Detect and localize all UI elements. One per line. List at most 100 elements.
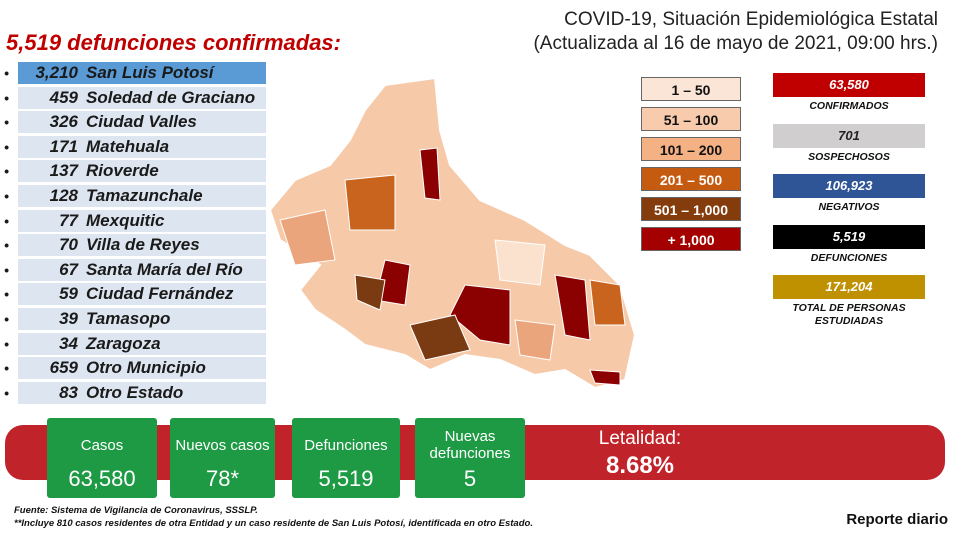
municipality: Rioverde [86,161,159,181]
death-row: • 59 Ciudad Fernández [0,283,270,306]
municipality: Otro Municipio [86,358,206,378]
letalidad-value: 8.68% [605,452,675,479]
row-background [18,86,266,109]
map-region [279,209,336,266]
legend-item: 1 – 50 [641,77,741,101]
map-region [409,314,471,361]
state-map [268,76,637,390]
box-value: 5,519 [318,466,374,491]
row-background [18,381,266,404]
death-count: 459 [49,87,78,107]
map-region [494,239,546,286]
box-label: Nuevos casos [175,436,270,454]
bullet: • [4,138,9,155]
map-outline [268,76,637,390]
footer: Fuente: Sistema de Vigilancia de Coronav… [14,504,533,530]
map-region [354,274,386,311]
death-count: 39 [59,309,78,328]
row-background [18,283,266,306]
bullet: • [4,311,9,327]
bullet: • [4,188,9,204]
box-label: Defunciones [304,436,388,454]
municipality: Ciudad Valles [86,112,197,132]
bullet: • [4,237,9,254]
bullet: • [4,89,9,106]
death-count: 83 [59,382,78,402]
bullet: • [4,384,9,401]
municipality: San Luis Potosí [86,63,214,82]
row-background [18,135,266,158]
stat-label: DEFUNCIONES [810,251,888,264]
row-background [18,234,266,257]
legend-item: 201 – 500 [641,167,741,191]
stat-label: CONFIRMADOS [809,100,889,112]
deaths-title: 5,519 defunciones confirmadas: [6,30,341,55]
death-row: • 70 Villa de Reyes [0,234,270,257]
death-row: • 459 Soledad de Graciano [0,86,270,109]
death-row: • 137 Rioverde [0,160,270,183]
summary-box: Casos 63,580 [47,418,157,498]
bullet: • [4,114,9,131]
map-region [344,174,396,231]
stat-label: TOTAL DE PERSONAS ESTUDIADAS [792,302,906,327]
report-label: Reporte diario [846,511,948,528]
header-subtitle: (Actualizada al 16 de mayo de 2021, 09:0… [533,33,938,54]
row-background [18,332,266,355]
box-value: 5 [463,466,477,491]
bullet: • [4,286,9,303]
row-background [18,258,266,281]
row-background [18,185,266,207]
legend-item: + 1,000 [641,227,741,251]
legend-item: 501 – 1,000 [641,197,741,221]
municipality: Mexquitic [86,210,165,230]
stat-value: 106,923 [773,174,925,198]
municipality: Tamazunchale [86,186,203,205]
legend-item: 51 – 100 [641,107,741,131]
row-background [18,308,266,330]
map-region [554,274,591,341]
legend-item: 101 – 200 [641,137,741,161]
stat-value: 701 [773,123,925,148]
map-region [589,279,626,326]
death-count: 34 [59,333,78,353]
summary-box: Nuevas defunciones 5 [415,418,525,498]
death-count: 137 [49,161,78,181]
municipality: Villa de Reyes [86,235,200,255]
municipality: Soledad de Graciano [86,87,256,107]
death-row: • 39 Tamasopo [0,308,270,330]
death-count: 70 [59,235,78,255]
death-count: 171 [49,136,78,156]
death-row: • 34 Zaragoza [0,332,270,355]
bullet: • [4,65,9,81]
death-row: • 659 Otro Municipio [0,357,270,380]
municipality: Zaragoza [86,333,161,353]
municipality: Santa María del Río [86,259,243,279]
header-title: COVID-19, Situación Epidemiológica Estat… [564,9,938,30]
bullet: • [4,360,9,377]
death-count: 67 [59,259,78,279]
municipality: Matehuala [86,136,170,156]
map-region [589,369,621,386]
note: **Incluye 810 casos residentes de otra E… [14,518,533,529]
stat-value: 171,204 [773,275,925,299]
stat-label: NEGATIVOS [818,201,880,213]
death-count: 659 [49,358,78,378]
death-count: 326 [49,112,78,132]
death-row: • 77 Mexquitic [0,209,270,232]
box-value: 63,580 [68,466,136,491]
death-row: • 128 Tamazunchale [0,185,270,207]
map-region [449,284,511,346]
row-background [18,111,266,134]
bullet: • [4,335,9,352]
stat-label: SOSPECHOSOS [808,150,890,163]
summary-box: Defunciones 5,519 [292,418,400,498]
stat-value: 5,519 [773,224,925,249]
municipality: Tamasopo [86,309,171,328]
box-label: Casos [80,436,124,454]
row-background [18,357,266,380]
stat-value: 63,580 [773,73,925,97]
death-count: 3,210 [35,63,78,82]
death-row: • 83 Otro Estado [0,381,270,404]
map-region [514,319,556,361]
